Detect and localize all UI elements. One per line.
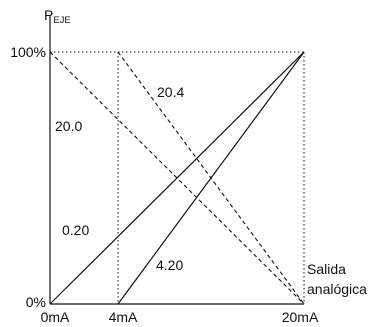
x-axis-title-line1: Salida [307,261,346,277]
y-tick-0: 0% [26,294,46,310]
label-20-0: 20.0 [55,118,82,134]
x-tick-0ma: 0mA [41,309,70,325]
line-20-4 [117,51,305,305]
label-4-20: 4.20 [156,257,183,273]
label-0-20: 0.20 [62,222,89,238]
x-tick-4ma: 4mA [109,309,138,325]
y-axis-title-subscript: EJE [53,15,70,26]
line-20-0 [49,51,305,305]
y-axis-title-main: P [44,7,53,23]
x-axis-title-line2: analógica [307,281,367,297]
x-tick-20ma: 20mA [282,309,319,325]
y-tick-100: 100% [10,44,46,60]
label-20-4: 20.4 [157,84,184,100]
y-axis-title: PEJE [44,7,71,26]
